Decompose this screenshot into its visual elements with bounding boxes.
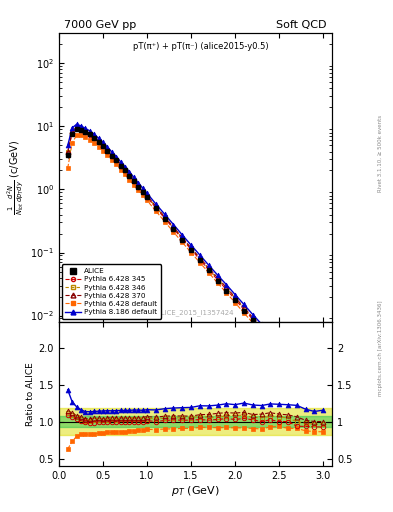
Text: 7000 GeV pp: 7000 GeV pp: [64, 20, 137, 30]
Bar: [59, 416, 332, 428]
Text: ALICE_2015_I1357424: ALICE_2015_I1357424: [157, 309, 234, 316]
Text: Rivet 3.1.10, ≥ 500k events: Rivet 3.1.10, ≥ 500k events: [378, 115, 383, 192]
X-axis label: $p_T$ (GeV): $p_T$ (GeV): [171, 483, 220, 498]
Text: mcplots.cern.ch [arXiv:1306.3436]: mcplots.cern.ch [arXiv:1306.3436]: [378, 301, 383, 396]
Bar: [59, 408, 332, 435]
Legend: ALICE, Pythia 6.428 345, Pythia 6.428 346, Pythia 6.428 370, Pythia 6.428 defaul: ALICE, Pythia 6.428 345, Pythia 6.428 34…: [62, 264, 161, 319]
Text: pT(π⁺) + pT(π⁻) (alice2015-y0.5): pT(π⁺) + pT(π⁻) (alice2015-y0.5): [133, 42, 269, 51]
Text: Soft QCD: Soft QCD: [276, 20, 327, 30]
Y-axis label: $\frac{1}{N_{tot}}\frac{d^2N}{dp_{T}dy}$ (c/GeV): $\frac{1}{N_{tot}}\frac{d^2N}{dp_{T}dy}$…: [5, 140, 26, 215]
Y-axis label: Ratio to ALICE: Ratio to ALICE: [26, 362, 35, 425]
